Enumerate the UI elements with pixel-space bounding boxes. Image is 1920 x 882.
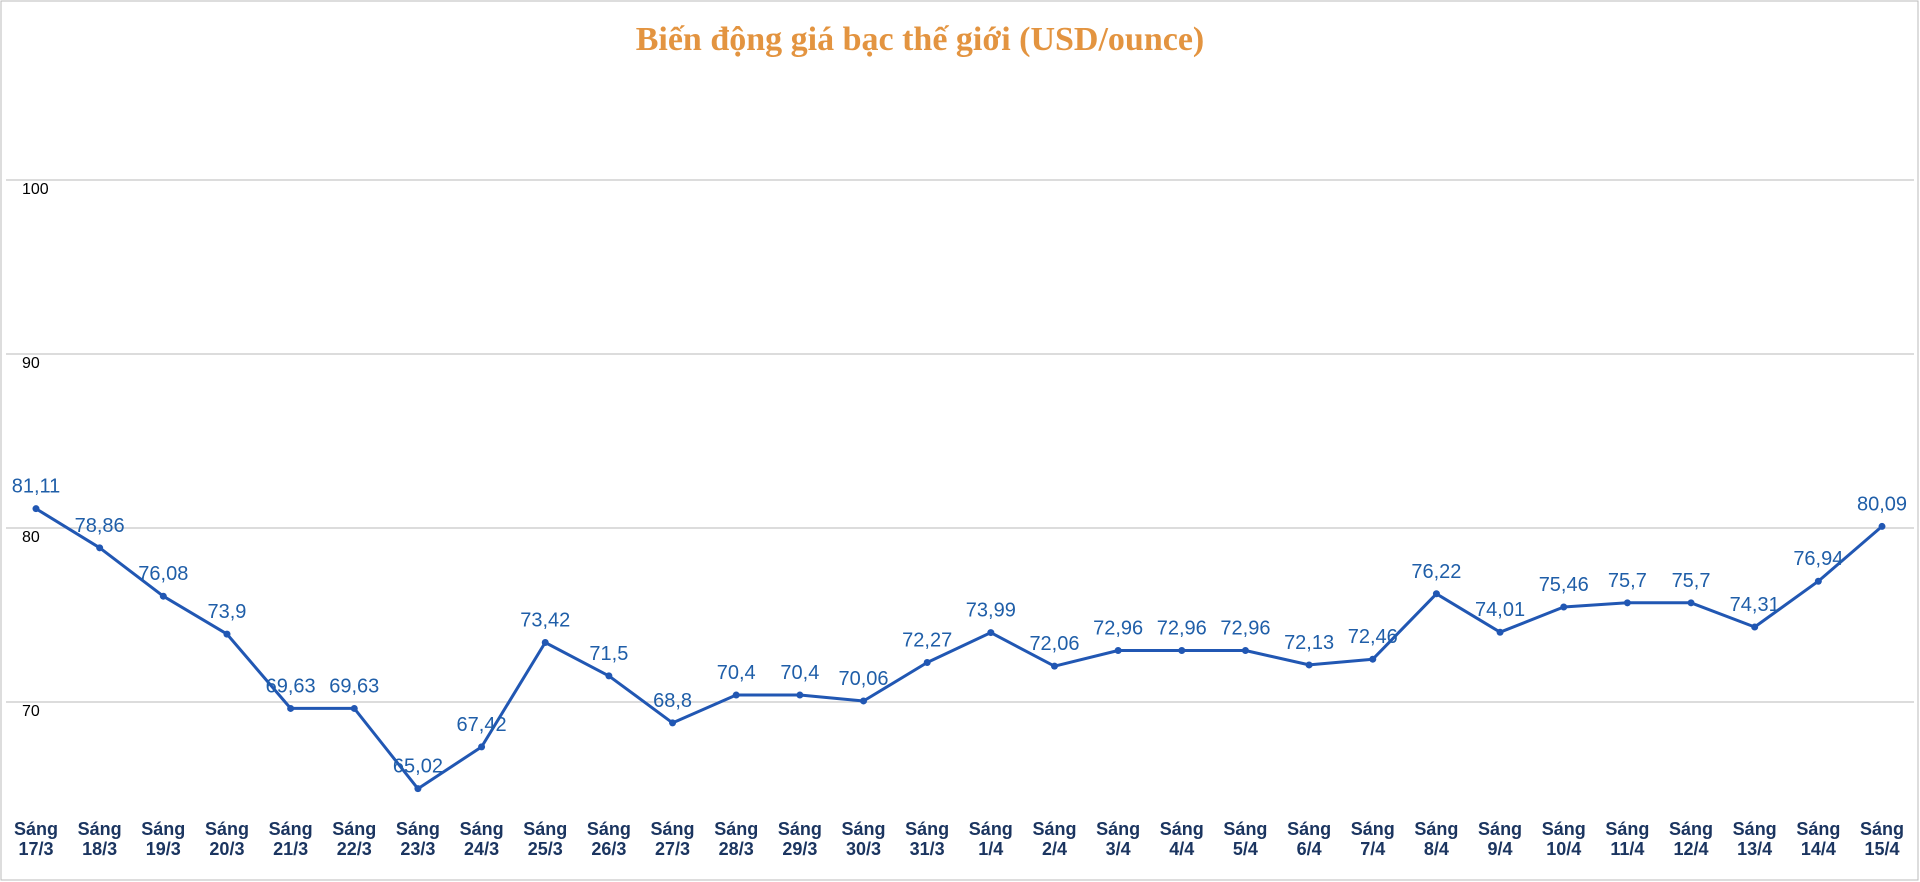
point: [541, 638, 549, 646]
data-label: 72,06: [1029, 633, 1079, 655]
data-label: 74,31: [1730, 594, 1780, 616]
x-tick-label: Sáng 31/3: [905, 819, 950, 859]
data-label: 73,99: [966, 600, 1016, 622]
y-tick-label: 70: [22, 703, 40, 720]
point: [287, 704, 295, 712]
data-label: 72,27: [902, 630, 952, 652]
data-label: 73,42: [520, 609, 570, 631]
line: [35, 507, 1883, 791]
point: [1178, 646, 1186, 654]
data-label: 76,08: [138, 563, 188, 585]
data-label: 71,5: [589, 643, 628, 665]
x-tick-label: Sáng 20/3: [204, 819, 249, 859]
data-label: 70,4: [780, 662, 819, 684]
x-tick-label: Sáng 4/4: [1159, 819, 1204, 859]
point: [669, 719, 677, 727]
point: [223, 630, 231, 638]
chart-title: Biến động giá bạc thế giới (USD/ounce): [636, 21, 1205, 58]
x-tick-label: Sáng 24/3: [459, 819, 504, 859]
point: [1623, 599, 1631, 607]
x-tick-label: Sáng 13/4: [1732, 819, 1777, 859]
data-label: 81,11: [12, 476, 61, 498]
data-label: 72,96: [1157, 617, 1207, 639]
x-tick-label: Sáng 3/4: [1096, 819, 1141, 859]
point: [1432, 590, 1440, 598]
data-label: 70,4: [717, 662, 756, 684]
data-label: 72,46: [1348, 626, 1398, 648]
x-tick-label: Sáng 8/4: [1414, 819, 1459, 859]
data-label: 67,42: [457, 714, 507, 736]
y-tick-label: 100: [22, 181, 49, 198]
x-tick-label: Sáng 9/4: [1478, 819, 1523, 859]
point: [796, 691, 804, 699]
data-label: 74,01: [1475, 599, 1525, 621]
data-label: 78,86: [75, 515, 125, 537]
x-tick-label: Sáng 28/3: [714, 819, 759, 859]
x-tick-label: Sáng 10/4: [1541, 819, 1586, 859]
data-label: 70,06: [838, 668, 888, 690]
x-tick-label: Sáng 27/3: [650, 819, 695, 859]
point: [478, 743, 486, 751]
x-tick-label: Sáng 19/3: [141, 819, 186, 859]
x-tick-label: Sáng 14/4: [1796, 819, 1841, 859]
point: [605, 672, 613, 680]
data-label: 76,22: [1411, 561, 1461, 583]
x-tick-label: Sáng 15/4: [1859, 819, 1904, 859]
point: [1241, 646, 1249, 654]
data-label: 72,96: [1220, 617, 1270, 639]
point: [32, 505, 40, 513]
point: [96, 544, 104, 552]
data-label: 76,94: [1793, 548, 1843, 570]
point: [1496, 628, 1504, 636]
point: [1878, 522, 1886, 530]
data-label: 73,9: [207, 601, 246, 623]
point: [860, 697, 868, 705]
point: [414, 785, 422, 793]
x-tick-label: Sáng 7/4: [1350, 819, 1395, 859]
point: [1687, 599, 1695, 607]
x-tick-label: Sáng 21/3: [268, 819, 313, 859]
point: [1369, 655, 1377, 663]
x-tick-label: Sáng 18/3: [77, 819, 122, 859]
x-tick-label: Sáng 1/4: [968, 819, 1013, 859]
point: [1050, 662, 1058, 670]
data-label: 80,09: [1857, 493, 1907, 515]
x-tick-label: Sáng 12/4: [1669, 819, 1714, 859]
data-label: 68,8: [653, 690, 692, 712]
point: [1305, 661, 1313, 669]
data-label: 75,7: [1672, 570, 1711, 592]
point: [1751, 623, 1759, 631]
data-label: 72,96: [1093, 617, 1143, 639]
x-tick-label: Sáng 2/4: [1032, 819, 1077, 859]
data-label: 72,13: [1284, 632, 1334, 654]
point: [732, 691, 740, 699]
x-tick-label: Sáng 6/4: [1287, 819, 1332, 859]
data-label: 75,46: [1539, 574, 1589, 596]
y-tick-label: 80: [22, 529, 40, 546]
x-tick-label: Sáng 30/3: [841, 819, 886, 859]
x-tick-label: Sáng 29/3: [777, 819, 822, 859]
point: [350, 704, 358, 712]
data-label: 69,63: [266, 675, 316, 697]
x-tick-label: Sáng 11/4: [1605, 819, 1650, 859]
x-tick-label: Sáng 17/3: [13, 819, 58, 859]
x-tick-label: Sáng 23/3: [395, 819, 440, 859]
x-tick-label: Sáng 25/3: [523, 819, 568, 859]
x-tick-label: Sáng 22/3: [332, 819, 377, 859]
point: [923, 659, 931, 667]
point: [1560, 603, 1568, 611]
point: [159, 592, 167, 600]
x-tick-label: Sáng 26/3: [586, 819, 631, 859]
point: [987, 629, 995, 637]
data-label: 75,7: [1608, 570, 1647, 592]
data-label: 65,02: [393, 756, 443, 778]
data-label: 69,63: [329, 675, 379, 697]
point: [1114, 646, 1122, 654]
y-tick-label: 90: [22, 355, 40, 372]
point: [1814, 577, 1822, 585]
x-tick-label: Sáng 5/4: [1223, 819, 1268, 859]
